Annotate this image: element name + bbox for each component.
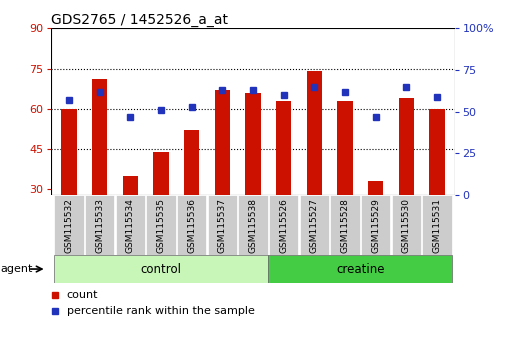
Text: GSM115538: GSM115538 <box>248 198 257 253</box>
Bar <box>275 101 291 195</box>
FancyBboxPatch shape <box>146 195 175 255</box>
Text: GSM115528: GSM115528 <box>340 198 349 253</box>
FancyBboxPatch shape <box>177 195 206 255</box>
FancyBboxPatch shape <box>207 195 236 255</box>
Bar <box>428 109 444 195</box>
Text: GSM115536: GSM115536 <box>187 198 196 253</box>
Text: GSM115531: GSM115531 <box>432 198 441 253</box>
Text: GSM115529: GSM115529 <box>371 198 379 253</box>
FancyBboxPatch shape <box>422 195 451 255</box>
Bar <box>245 93 260 195</box>
Text: GSM115526: GSM115526 <box>279 198 287 253</box>
Bar <box>92 79 107 195</box>
FancyBboxPatch shape <box>268 255 451 283</box>
Text: GSM115537: GSM115537 <box>218 198 226 253</box>
FancyBboxPatch shape <box>360 195 390 255</box>
Bar <box>214 90 230 195</box>
FancyBboxPatch shape <box>330 195 359 255</box>
Text: GSM115530: GSM115530 <box>401 198 410 253</box>
FancyBboxPatch shape <box>85 195 114 255</box>
FancyBboxPatch shape <box>115 195 145 255</box>
Text: GSM115532: GSM115532 <box>64 198 73 253</box>
Bar <box>184 130 199 195</box>
FancyBboxPatch shape <box>299 195 328 255</box>
Text: GDS2765 / 1452526_a_at: GDS2765 / 1452526_a_at <box>50 13 227 27</box>
Text: GSM115533: GSM115533 <box>95 198 104 253</box>
FancyBboxPatch shape <box>269 195 298 255</box>
FancyBboxPatch shape <box>54 255 268 283</box>
Text: control: control <box>140 263 181 275</box>
FancyBboxPatch shape <box>54 195 83 255</box>
Bar <box>122 176 138 195</box>
Text: GSM115527: GSM115527 <box>309 198 318 253</box>
FancyBboxPatch shape <box>238 195 267 255</box>
Bar <box>398 98 413 195</box>
Bar <box>61 109 77 195</box>
Bar <box>367 181 383 195</box>
Text: GSM115534: GSM115534 <box>126 198 134 253</box>
Text: agent: agent <box>0 264 32 274</box>
FancyBboxPatch shape <box>391 195 420 255</box>
Bar <box>153 152 168 195</box>
Bar <box>306 71 321 195</box>
Text: percentile rank within the sample: percentile rank within the sample <box>67 306 254 316</box>
Text: count: count <box>67 290 98 300</box>
Text: GSM115535: GSM115535 <box>156 198 165 253</box>
Text: creatine: creatine <box>335 263 384 275</box>
Bar <box>337 101 352 195</box>
